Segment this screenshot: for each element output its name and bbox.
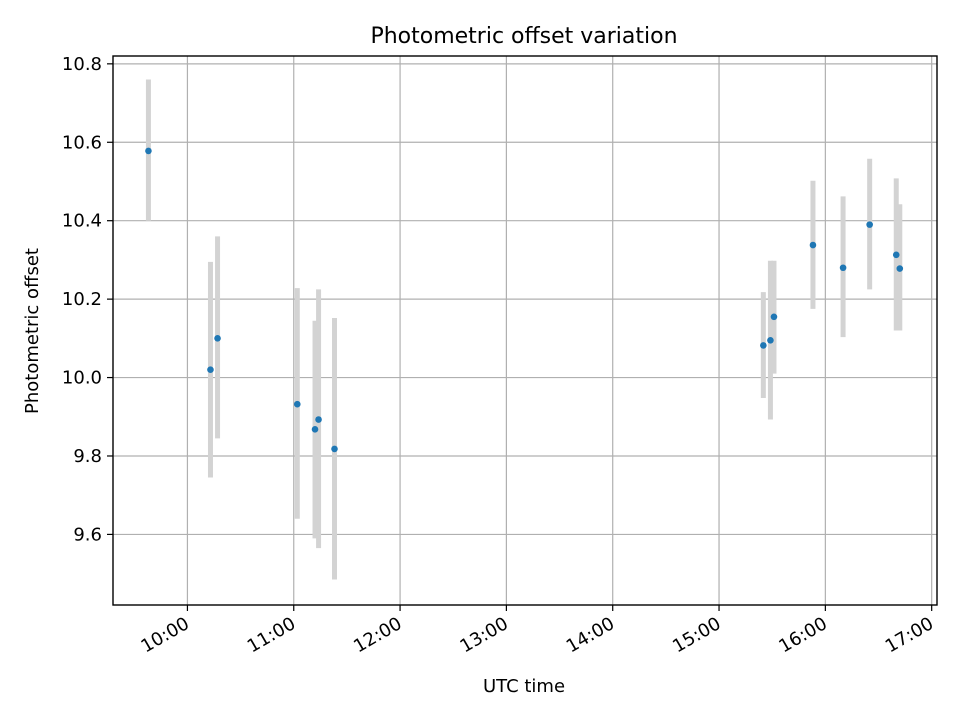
data-point (767, 337, 774, 344)
x-tick-label: 16:00 (775, 613, 830, 657)
y-tick-label: 9.6 (73, 524, 102, 545)
y-axis-label: Photometric offset (22, 248, 43, 414)
y-tick-label: 10.6 (62, 132, 102, 153)
data-point (214, 335, 221, 342)
y-tick-label: 10.2 (62, 289, 102, 310)
grid-layer (113, 56, 937, 605)
data-point (207, 366, 214, 374)
data-point (145, 147, 152, 155)
x-axis-label: UTC time (483, 676, 565, 697)
data-point (866, 221, 873, 228)
data-point (331, 445, 338, 453)
x-tick-label: 17:00 (882, 613, 937, 657)
data-point (892, 251, 900, 259)
chart-title: Photometric offset variation (370, 24, 677, 49)
x-tick-label: 11:00 (244, 613, 299, 657)
x-tick-label: 10:00 (138, 613, 193, 657)
x-tick-label: 13:00 (456, 613, 511, 657)
data-point (896, 265, 904, 272)
x-tick-label: 12:00 (350, 613, 405, 657)
data-point (809, 241, 817, 249)
data-point (293, 400, 301, 408)
y-tick-label: 10.0 (62, 368, 102, 389)
x-tick-label: 14:00 (563, 613, 618, 657)
data-point (839, 264, 847, 272)
y-tick-label: 9.8 (73, 446, 102, 467)
y-tick-label: 10.8 (62, 54, 102, 75)
y-tick-label: 10.4 (62, 211, 102, 232)
data-point (311, 426, 319, 433)
data-point (315, 416, 322, 423)
plot-frame (112, 55, 938, 606)
point-layer (145, 147, 904, 453)
errorbar-layer (145, 79, 903, 580)
data-point (760, 342, 767, 349)
tick-layer: 10:00 11:00 12:00 13:00 14:00 15:00 16:00 17:00… (62, 54, 937, 657)
x-tick-label: 15:00 (669, 613, 724, 657)
data-point (770, 313, 778, 321)
